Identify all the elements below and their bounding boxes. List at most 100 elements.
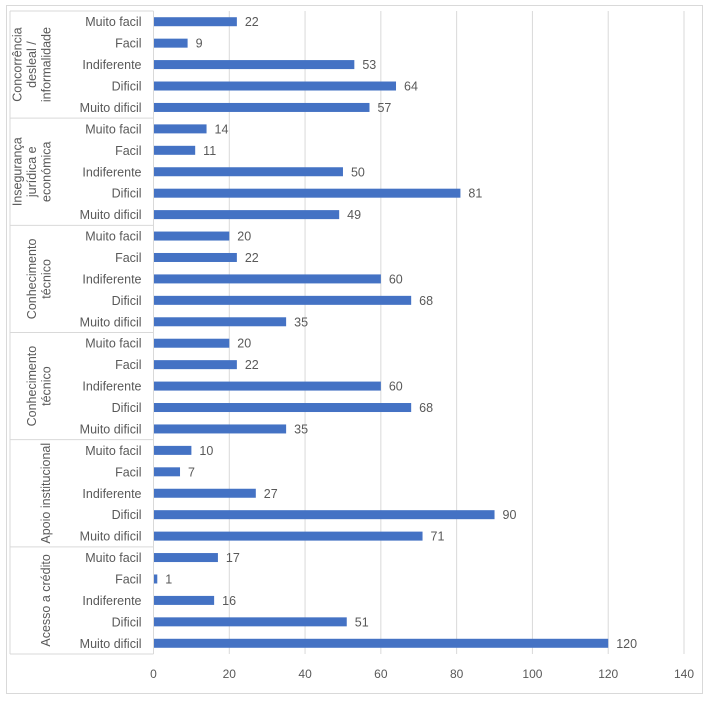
category-label: Facil — [115, 251, 141, 265]
category-label: Muito facil — [85, 15, 141, 29]
category-label: Muito facil — [85, 337, 141, 351]
x-tick-label: 100 — [522, 667, 542, 681]
data-label: 35 — [294, 315, 308, 329]
group-label-line: técnico — [39, 366, 53, 406]
x-tick-label: 20 — [223, 667, 237, 681]
bar — [153, 188, 461, 198]
group-label-line: Conhecimento — [25, 346, 39, 427]
group-label: Acesso a crédito — [39, 554, 53, 646]
data-label: 64 — [404, 80, 418, 94]
bar — [153, 102, 370, 112]
bar — [153, 210, 340, 220]
data-label: 1 — [165, 572, 172, 586]
bar — [153, 403, 412, 413]
group-label-line: jurídica e — [25, 146, 39, 198]
category-label: Muito dificil — [80, 637, 142, 651]
group-label: Insegurançajurídica eeconómica — [11, 137, 54, 206]
bar — [153, 317, 287, 327]
group-label-line: Acesso a crédito — [39, 554, 53, 646]
data-label: 20 — [237, 230, 251, 244]
category-label: Dificil — [112, 615, 142, 629]
group-label-line: Insegurança — [11, 137, 25, 206]
category-label: Dificil — [112, 80, 142, 94]
data-label: 81 — [468, 187, 482, 201]
bar — [153, 145, 196, 155]
category-label: Indiferente — [82, 594, 141, 608]
category-label: Indiferente — [82, 272, 141, 286]
group-label-line: informalidade — [40, 27, 54, 102]
data-label: 11 — [203, 144, 216, 158]
data-label: 20 — [237, 337, 251, 351]
bar — [153, 595, 215, 605]
chart-frame — [6, 5, 703, 694]
bar — [153, 274, 381, 284]
bar — [153, 17, 237, 27]
category-label: Muito dificil — [80, 208, 142, 222]
bar — [153, 574, 158, 584]
bar — [153, 81, 397, 91]
bar — [153, 231, 230, 241]
category-label: Muito dificil — [80, 530, 142, 544]
bar — [153, 553, 218, 563]
data-label: 51 — [355, 615, 369, 629]
x-tick-label: 140 — [674, 667, 694, 681]
category-label: Muito facil — [85, 230, 141, 244]
data-label: 27 — [264, 487, 278, 501]
data-label: 90 — [503, 508, 517, 522]
category-label: Indiferente — [82, 487, 141, 501]
data-label: 120 — [616, 637, 637, 651]
bar — [153, 252, 237, 262]
data-label: 35 — [294, 422, 308, 436]
category-label: Facil — [115, 37, 141, 51]
data-label: 22 — [245, 358, 259, 372]
category-label: Muito facil — [85, 122, 141, 136]
data-label: 49 — [347, 208, 361, 222]
data-label: 60 — [389, 380, 403, 394]
data-label: 71 — [431, 530, 445, 544]
group-label-line: económica — [40, 141, 54, 201]
category-label: Indiferente — [82, 165, 141, 179]
group-label: Apoio institucional — [39, 443, 53, 544]
group-label: Conhecimentotécnico — [25, 346, 54, 427]
bar — [153, 124, 207, 134]
group-label-line: técnico — [39, 259, 53, 299]
data-label: 22 — [245, 251, 259, 265]
data-label: 16 — [222, 594, 236, 608]
category-label: Muito facil — [85, 551, 141, 565]
data-label: 57 — [377, 101, 391, 115]
bar — [153, 338, 230, 348]
category-label: Dificil — [112, 187, 142, 201]
data-label: 60 — [389, 272, 403, 286]
data-label: 10 — [199, 444, 213, 458]
x-tick-label: 40 — [298, 667, 312, 681]
group-label-line: Conhecimento — [25, 239, 39, 320]
group-label: Concorrênciadesleal /informalidade — [11, 27, 54, 102]
data-label: 14 — [215, 122, 229, 136]
bar — [153, 381, 381, 391]
category-label: Dificil — [112, 508, 142, 522]
group-label-line: Apoio institucional — [39, 443, 53, 544]
category-label: Muito dificil — [80, 101, 142, 115]
bar — [153, 531, 423, 541]
data-label: 22 — [245, 15, 259, 29]
category-label: Dificil — [112, 401, 142, 415]
bar — [153, 445, 192, 455]
bar — [153, 617, 347, 627]
x-tick-label: 0 — [150, 667, 157, 681]
category-label: Indiferente — [82, 380, 141, 394]
bar — [153, 510, 495, 520]
data-label: 68 — [419, 401, 433, 415]
category-label: Muito dificil — [80, 315, 142, 329]
data-label: 7 — [188, 465, 195, 479]
x-tick-label: 80 — [450, 667, 464, 681]
data-label: 9 — [196, 37, 203, 51]
category-label: Facil — [115, 572, 141, 586]
category-label: Dificil — [112, 294, 142, 308]
category-label: Muito facil — [85, 444, 141, 458]
x-tick-label: 60 — [374, 667, 388, 681]
bar — [153, 488, 256, 498]
category-label: Facil — [115, 465, 141, 479]
category-label: Muito dificil — [80, 422, 142, 436]
data-label: 53 — [362, 58, 376, 72]
